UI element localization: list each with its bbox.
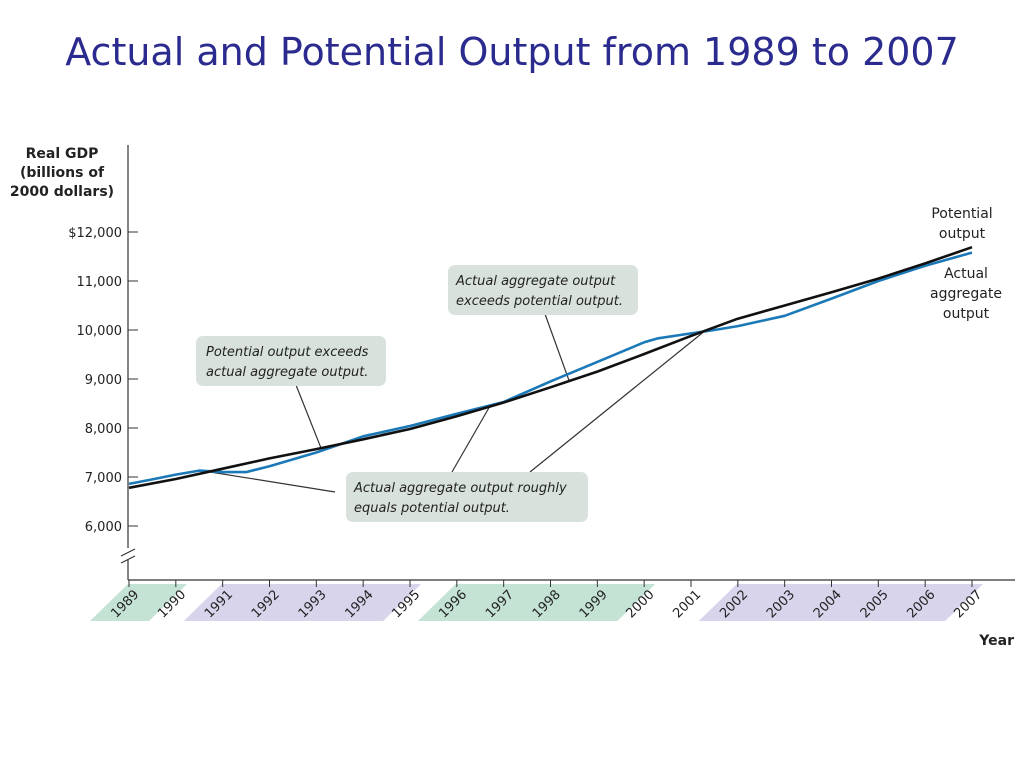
x-axis-title: Year — [978, 633, 1014, 649]
axis-break-icon — [120, 548, 136, 564]
callout-text: actual aggregate output. — [206, 365, 368, 380]
callout-pointer — [208, 471, 336, 493]
series-actual-line — [128, 251, 973, 486]
page-title: Actual and Potential Output from 1989 to… — [65, 30, 959, 74]
series-potential-line — [128, 245, 973, 490]
y-tick-label: 9,000 — [85, 373, 122, 388]
y-tick-label: 7,000 — [85, 471, 122, 486]
year-band — [417, 584, 656, 621]
callout-box — [448, 265, 638, 315]
legend-label-potential: Potential — [931, 206, 992, 222]
year-band — [698, 584, 984, 621]
y-tick-label: $12,000 — [68, 226, 122, 241]
callout-text: Actual aggregate output roughly — [353, 481, 567, 496]
x-tick-label: 2001 — [670, 587, 704, 621]
y-tick-label: 10,000 — [77, 324, 123, 339]
callout-text: Actual aggregate output — [455, 274, 616, 289]
y-axis-title: 2000 dollars) — [10, 184, 114, 200]
legend-label-actual: Actual — [944, 266, 988, 282]
year-band — [90, 584, 187, 621]
callout-text: exceeds potential output. — [456, 294, 623, 309]
legend-label-potential: output — [939, 226, 986, 242]
legend-label-actual: aggregate — [930, 286, 1002, 302]
y-axis-title: Real GDP — [26, 146, 99, 162]
y-tick-label: 11,000 — [77, 275, 123, 290]
callout-pointer — [451, 406, 491, 473]
y-tick-label: 6,000 — [85, 520, 122, 535]
callout-pointer — [544, 313, 570, 382]
year-band — [183, 584, 422, 621]
callout-pointer — [295, 384, 322, 449]
legend-label-actual: output — [943, 306, 990, 322]
callout-box — [346, 472, 588, 522]
y-tick-label: 8,000 — [85, 422, 122, 437]
callout-text: Potential output exceeds — [206, 345, 369, 360]
callout-text: equals potential output. — [354, 501, 510, 516]
callout-pointer — [529, 330, 706, 473]
y-axis-title: (billions of — [20, 165, 105, 181]
callout-box — [196, 336, 386, 386]
